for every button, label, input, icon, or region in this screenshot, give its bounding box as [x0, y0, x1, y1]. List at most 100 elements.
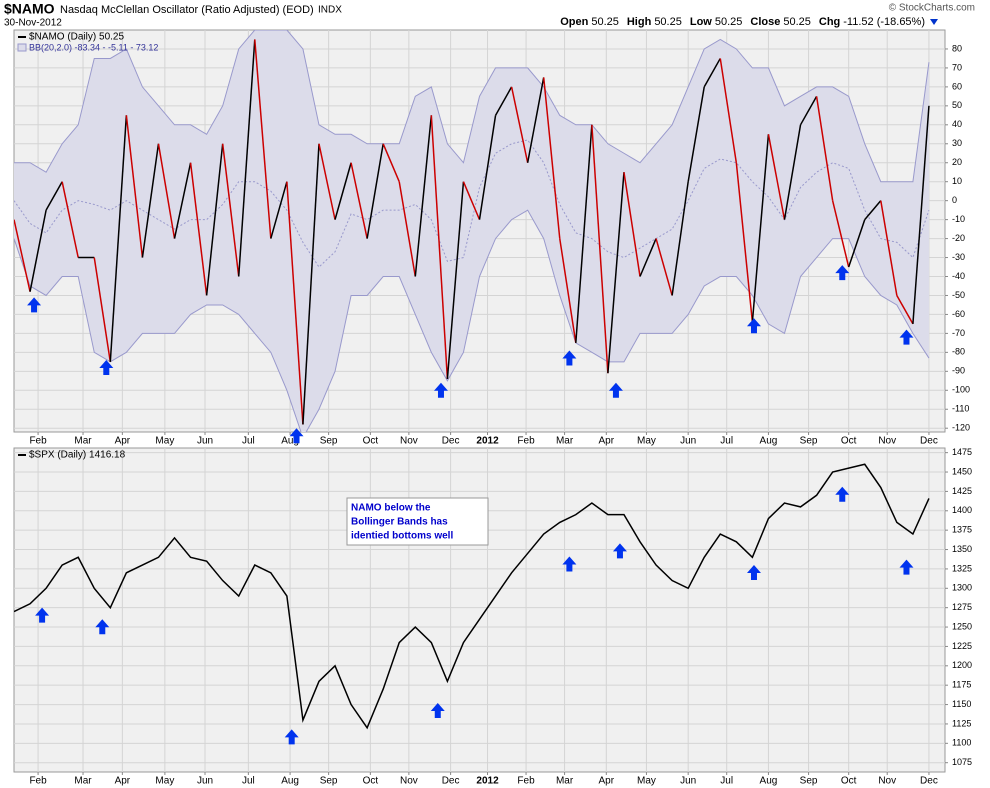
- quote: -11.52 (-18.65%)Chg50.25Close50.25Low50.…: [560, 16, 925, 28]
- band-middle: [14, 139, 930, 268]
- y-tick-label: 1250: [952, 621, 972, 631]
- y-tick-label: 40: [952, 119, 962, 129]
- quote-value: 50.25: [715, 16, 743, 28]
- line-segment: [157, 143, 176, 239]
- y-tick-label: -120: [952, 423, 970, 433]
- quote-value: 50.25: [783, 16, 811, 28]
- line-segment: [382, 143, 400, 182]
- x-tick-label: Nov: [878, 776, 896, 787]
- y-tick-label: 1300: [952, 583, 972, 593]
- line-segment: [446, 181, 465, 379]
- line-segment: [542, 77, 561, 239]
- line-segment: [912, 105, 930, 324]
- line-segment: [510, 86, 529, 163]
- quote-caret: [930, 19, 938, 25]
- y-tick-label: 1125: [952, 718, 971, 728]
- x-tick-label: Apr: [115, 436, 131, 447]
- line-segment: [575, 124, 593, 343]
- y-tick-label: -50: [952, 290, 965, 300]
- symbol: $NAMO: [4, 1, 55, 17]
- line-segment: [462, 181, 481, 220]
- x-tick-label: Oct: [363, 436, 379, 447]
- arrow: [835, 486, 850, 502]
- line-segment: [494, 86, 513, 116]
- line-segment: [735, 162, 754, 323]
- y-tick-label: 0: [952, 195, 957, 205]
- line-segment: [719, 58, 738, 163]
- x-tick-label: May: [637, 436, 656, 447]
- line-segment: [430, 115, 449, 379]
- arrow: [746, 318, 761, 334]
- instrument-name: Nasdaq McClellan Oscillator (Ratio Adjus…: [60, 4, 314, 16]
- band-area: [14, 30, 929, 432]
- y-tick-label: 10: [952, 176, 962, 186]
- line-segment: [14, 219, 31, 292]
- line-segment: [221, 143, 240, 277]
- x-tick-label: Dec: [442, 776, 460, 787]
- quote-value: 50.25: [654, 16, 682, 28]
- y-tick-label: 1200: [952, 660, 972, 670]
- y-tick-label: 1150: [952, 699, 971, 709]
- quote-value: 50.25: [591, 16, 619, 28]
- y-tick-label: 1075: [952, 757, 972, 767]
- line-segment: [254, 39, 272, 239]
- x-tick-label: 2012: [476, 436, 499, 447]
- x-tick-label: Jul: [242, 436, 255, 447]
- note-text: Bollinger Bands has: [351, 517, 448, 528]
- line-segment: [847, 219, 866, 268]
- line-segment: [639, 238, 657, 277]
- y-tick-label: 30: [952, 138, 962, 148]
- line-segment: [880, 200, 898, 296]
- line-segment: [366, 143, 384, 239]
- line-segment: [189, 162, 208, 296]
- x-tick-label: Jun: [680, 776, 696, 787]
- line-segment: [350, 162, 368, 239]
- y-tick-label: 1475: [952, 447, 972, 457]
- note-text: identied bottoms well: [351, 531, 453, 542]
- x-tick-label: Sep: [320, 776, 338, 787]
- line: [14, 463, 930, 730]
- line-segment: [655, 238, 673, 296]
- line-segment: [29, 209, 47, 292]
- y-tick-label: 50: [952, 100, 962, 110]
- line-segment: [687, 86, 705, 182]
- line-segment: [864, 200, 882, 221]
- exchange: INDX: [318, 5, 342, 16]
- x-tick-label: Apr: [115, 776, 131, 787]
- arrow: [99, 359, 114, 375]
- x-tick-label: Oct: [363, 776, 379, 787]
- note-box: [346, 497, 489, 546]
- line-segment: [286, 181, 304, 425]
- x-tick-label: Aug: [760, 776, 778, 787]
- x-tick-label: Nov: [878, 436, 896, 447]
- arrow: [433, 382, 448, 398]
- arrow: [95, 619, 110, 635]
- x-tick-label: Nov: [400, 776, 418, 787]
- arrow: [289, 428, 304, 444]
- x-tick-label: Aug: [281, 776, 299, 787]
- x-tick-label: Mar: [556, 776, 574, 787]
- line-segment: [751, 134, 770, 323]
- x-tick-label: Aug: [760, 436, 778, 447]
- x-tick-label: Apr: [599, 436, 615, 447]
- y-tick-label: 1325: [952, 563, 972, 573]
- arrow: [608, 382, 623, 398]
- x-tick-label: Sep: [800, 776, 818, 787]
- y-tick-label: 20: [952, 157, 962, 167]
- y-tick-label: -60: [952, 309, 965, 319]
- quote-value: -11.52 (-18.65%): [843, 16, 925, 28]
- line-segment: [591, 124, 609, 374]
- y-tick-label: -40: [952, 271, 965, 281]
- line-segment: [414, 115, 433, 277]
- x-tick-label: Jul: [720, 436, 733, 447]
- line-segment: [896, 295, 914, 325]
- line-segment: [815, 96, 834, 201]
- line-segment: [398, 181, 417, 277]
- x-tick-label: Mar: [74, 436, 92, 447]
- arrow: [284, 729, 299, 745]
- arrow: [899, 329, 914, 345]
- x-tick-label: Feb: [29, 436, 47, 447]
- y-tick-label: -70: [952, 328, 965, 338]
- line-segment: [831, 200, 850, 268]
